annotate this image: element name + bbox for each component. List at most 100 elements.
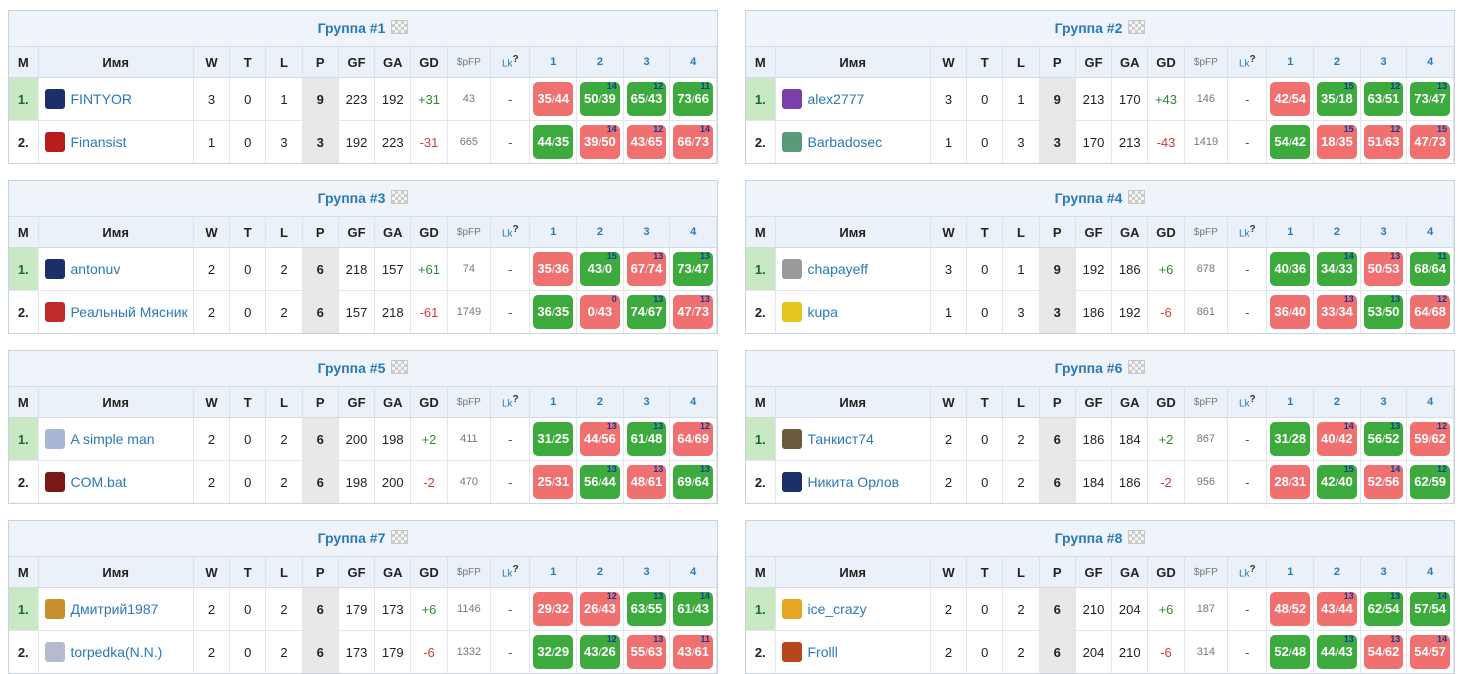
header-round-3[interactable]: 3 — [623, 47, 671, 78]
player-name-link[interactable]: FINTYOR — [70, 91, 132, 107]
player-name-link[interactable]: torpedka(N.N.) — [70, 644, 163, 660]
match-score-badge[interactable]: 12 65/43 — [626, 81, 667, 116]
match-score-badge[interactable]: 13 44/56 — [580, 421, 620, 456]
match-score-badge[interactable]: 36/40 — [1270, 295, 1311, 329]
group-title-text[interactable]: Группа #4 — [1054, 190, 1123, 206]
header-round-4[interactable]: 4 — [1406, 217, 1454, 248]
help-icon[interactable]: ? — [512, 564, 519, 576]
match-score-badge[interactable]: 36/35 — [533, 295, 574, 329]
header-round-2[interactable]: 2 — [1313, 557, 1361, 588]
help-icon[interactable]: ? — [1249, 394, 1256, 406]
match-score-badge[interactable]: 11 43/61 — [673, 634, 713, 669]
match-score-badge[interactable]: 13 73/47 — [1410, 81, 1450, 116]
match-score-badge[interactable]: 54/42 — [1270, 125, 1311, 159]
group-title-text[interactable]: Группа #7 — [317, 530, 386, 546]
header-round-3[interactable]: 3 — [623, 557, 671, 588]
group-title-text[interactable]: Группа #5 — [317, 360, 386, 376]
avatar[interactable] — [44, 599, 65, 619]
header-round-2[interactable]: 2 — [1313, 387, 1361, 418]
header-lk[interactable]: Lk? — [490, 47, 531, 78]
group-title-text[interactable]: Группа #6 — [1054, 360, 1123, 376]
header-round-2[interactable]: 2 — [576, 47, 624, 78]
match-score-badge[interactable]: 13 67/74 — [626, 251, 667, 286]
avatar[interactable] — [781, 132, 802, 152]
header-lk[interactable]: Lk? — [490, 387, 531, 418]
match-score-badge[interactable]: 12 43/65 — [626, 124, 667, 159]
match-score-badge[interactable]: 11 73/66 — [673, 81, 713, 116]
avatar[interactable] — [781, 259, 802, 279]
match-score-badge[interactable]: 13 33/34 — [1317, 294, 1357, 329]
match-score-badge[interactable]: 14 39/50 — [580, 124, 620, 159]
match-score-badge[interactable]: 28/31 — [1270, 465, 1311, 499]
match-score-badge[interactable]: 31/28 — [1270, 422, 1311, 456]
header-round-4[interactable]: 4 — [669, 557, 717, 588]
match-score-badge[interactable]: 13 50/53 — [1363, 251, 1404, 286]
match-score-badge[interactable]: 13 62/54 — [1363, 591, 1404, 626]
player-name-link[interactable]: Никита Орлов — [807, 474, 900, 490]
match-score-badge[interactable]: 14 61/43 — [673, 591, 713, 626]
match-score-badge[interactable]: 52/48 — [1270, 635, 1311, 669]
header-round-1[interactable]: 1 — [1266, 557, 1315, 588]
match-score-badge[interactable]: 13 47/73 — [673, 294, 713, 329]
player-name-link[interactable]: ice_crazy — [807, 601, 867, 617]
header-round-3[interactable]: 3 — [1360, 557, 1408, 588]
match-score-badge[interactable]: 14 66/73 — [673, 124, 713, 159]
match-score-badge[interactable]: 35/44 — [533, 82, 574, 116]
header-lk[interactable]: Lk? — [1227, 47, 1268, 78]
header-round-4[interactable]: 4 — [669, 217, 717, 248]
header-round-4[interactable]: 4 — [669, 47, 717, 78]
header-round-2[interactable]: 2 — [576, 387, 624, 418]
match-score-badge[interactable]: 14 34/33 — [1317, 251, 1357, 286]
player-name-link[interactable]: Танкист74 — [807, 431, 874, 447]
match-score-badge[interactable]: 13 56/44 — [580, 464, 620, 499]
avatar[interactable] — [44, 89, 65, 109]
match-score-badge[interactable]: 13 53/50 — [1363, 294, 1404, 329]
player-name-link[interactable]: Frolll — [807, 644, 838, 660]
header-round-1[interactable]: 1 — [529, 217, 578, 248]
match-score-badge[interactable]: 12 64/69 — [673, 421, 713, 456]
header-round-3[interactable]: 3 — [1360, 387, 1408, 418]
match-score-badge[interactable]: 35/36 — [533, 252, 574, 286]
match-score-badge[interactable]: 44/35 — [533, 125, 574, 159]
help-icon[interactable]: ? — [1249, 564, 1256, 576]
match-score-badge[interactable]: 12 64/68 — [1410, 294, 1450, 329]
player-name-link[interactable]: antonuv — [70, 261, 121, 277]
match-score-badge[interactable]: 12 59/62 — [1410, 421, 1450, 456]
player-name-link[interactable]: Дмитрий1987 — [70, 601, 159, 617]
group-title-text[interactable]: Группа #3 — [317, 190, 386, 206]
header-round-2[interactable]: 2 — [576, 217, 624, 248]
match-score-badge[interactable]: 31/25 — [533, 422, 574, 456]
match-score-badge[interactable]: 15 18/35 — [1317, 124, 1357, 159]
match-score-badge[interactable]: 12 62/59 — [1410, 464, 1450, 499]
avatar[interactable] — [44, 302, 65, 322]
match-score-badge[interactable]: 12 63/51 — [1363, 81, 1404, 116]
match-score-badge[interactable]: 13 73/47 — [673, 251, 713, 286]
group-title-text[interactable]: Группа #2 — [1054, 20, 1123, 36]
header-round-2[interactable]: 2 — [1313, 47, 1361, 78]
header-round-1[interactable]: 1 — [1266, 47, 1315, 78]
header-round-3[interactable]: 3 — [623, 387, 671, 418]
match-score-badge[interactable]: 11 68/64 — [1410, 251, 1450, 286]
match-score-badge[interactable]: 14 40/42 — [1317, 421, 1357, 456]
match-score-badge[interactable]: 13 48/61 — [626, 464, 667, 499]
header-round-4[interactable]: 4 — [1406, 47, 1454, 78]
match-score-badge[interactable]: 48/52 — [1270, 592, 1311, 626]
match-score-badge[interactable]: 15 47/73 — [1410, 124, 1450, 159]
avatar[interactable] — [781, 472, 802, 492]
match-score-badge[interactable]: 25/31 — [533, 465, 574, 499]
avatar[interactable] — [781, 429, 802, 449]
header-round-4[interactable]: 4 — [1406, 557, 1454, 588]
avatar[interactable] — [781, 89, 802, 109]
help-icon[interactable]: ? — [512, 54, 519, 66]
help-icon[interactable]: ? — [512, 394, 519, 406]
player-name-link[interactable]: alex2777 — [807, 91, 865, 107]
match-score-badge[interactable]: 32/29 — [533, 635, 574, 669]
avatar[interactable] — [44, 259, 65, 279]
header-round-3[interactable]: 3 — [623, 217, 671, 248]
match-score-badge[interactable]: 14 52/56 — [1363, 464, 1404, 499]
header-lk[interactable]: Lk? — [490, 217, 531, 248]
help-icon[interactable]: ? — [1249, 54, 1256, 66]
header-round-3[interactable]: 3 — [1360, 47, 1408, 78]
match-score-badge[interactable]: 13 69/64 — [673, 464, 713, 499]
avatar[interactable] — [781, 302, 802, 322]
